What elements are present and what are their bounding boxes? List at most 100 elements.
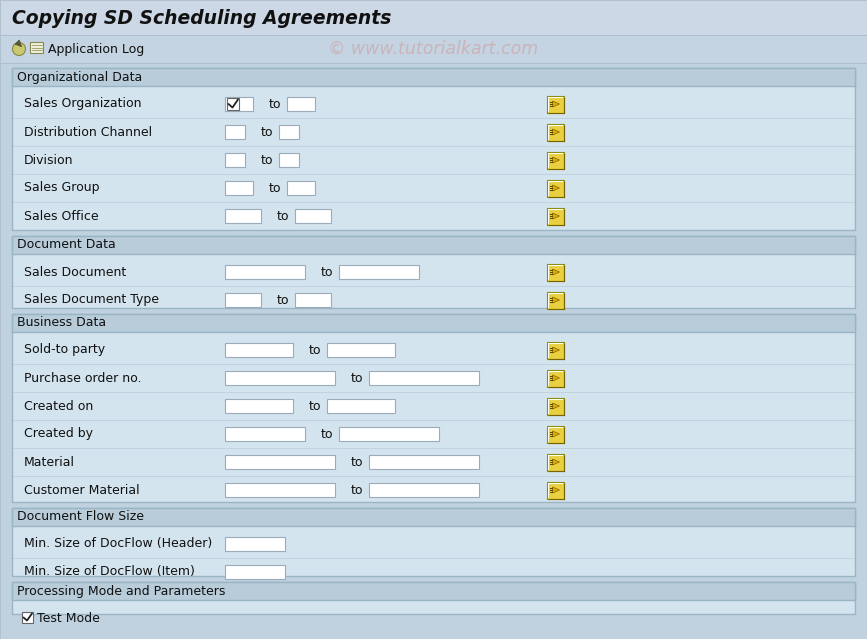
- Text: to: to: [261, 125, 273, 139]
- Text: Created by: Created by: [24, 427, 93, 440]
- Text: Application Log: Application Log: [48, 43, 144, 56]
- Text: Min. Size of DocFlow (Header): Min. Size of DocFlow (Header): [24, 537, 212, 551]
- Text: Material: Material: [24, 456, 75, 468]
- Text: to: to: [269, 98, 282, 111]
- FancyBboxPatch shape: [225, 399, 293, 413]
- Text: Sales Group: Sales Group: [24, 181, 100, 194]
- Text: Created on: Created on: [24, 399, 94, 413]
- Text: to: to: [351, 484, 363, 497]
- Text: Distribution Channel: Distribution Channel: [24, 125, 152, 139]
- FancyBboxPatch shape: [12, 582, 855, 600]
- FancyBboxPatch shape: [546, 454, 564, 470]
- Text: Customer Material: Customer Material: [24, 484, 140, 497]
- FancyBboxPatch shape: [546, 208, 564, 224]
- Text: to: to: [351, 456, 363, 468]
- FancyBboxPatch shape: [225, 483, 335, 497]
- FancyBboxPatch shape: [12, 68, 855, 86]
- Text: to: to: [321, 265, 334, 279]
- Polygon shape: [552, 269, 559, 275]
- FancyBboxPatch shape: [0, 63, 867, 639]
- FancyBboxPatch shape: [546, 426, 564, 442]
- Text: Sold-to party: Sold-to party: [24, 344, 105, 357]
- Polygon shape: [552, 129, 559, 135]
- FancyBboxPatch shape: [279, 125, 299, 139]
- FancyBboxPatch shape: [546, 180, 564, 197]
- Polygon shape: [552, 403, 559, 409]
- Text: to: to: [261, 153, 273, 167]
- FancyBboxPatch shape: [225, 153, 245, 167]
- FancyBboxPatch shape: [227, 98, 239, 110]
- Polygon shape: [552, 101, 559, 107]
- Polygon shape: [552, 185, 559, 191]
- Text: Sales Office: Sales Office: [24, 210, 99, 222]
- FancyBboxPatch shape: [12, 582, 855, 614]
- Text: Organizational Data: Organizational Data: [17, 70, 142, 84]
- Text: to: to: [269, 181, 282, 194]
- FancyBboxPatch shape: [225, 371, 335, 385]
- Text: Document Data: Document Data: [17, 238, 116, 252]
- Text: Document Flow Size: Document Flow Size: [17, 511, 144, 523]
- Text: Purchase order no.: Purchase order no.: [24, 371, 141, 385]
- FancyBboxPatch shape: [225, 125, 245, 139]
- FancyBboxPatch shape: [225, 181, 253, 195]
- FancyBboxPatch shape: [546, 95, 564, 112]
- FancyBboxPatch shape: [369, 455, 479, 469]
- FancyBboxPatch shape: [12, 236, 855, 308]
- Text: to: to: [309, 344, 322, 357]
- FancyBboxPatch shape: [546, 341, 564, 358]
- FancyBboxPatch shape: [369, 483, 479, 497]
- FancyBboxPatch shape: [546, 369, 564, 387]
- FancyBboxPatch shape: [12, 236, 855, 254]
- Text: Sales Document Type: Sales Document Type: [24, 293, 159, 307]
- FancyBboxPatch shape: [225, 343, 293, 357]
- FancyBboxPatch shape: [295, 293, 331, 307]
- Circle shape: [12, 43, 25, 56]
- Text: to: to: [309, 399, 322, 413]
- FancyBboxPatch shape: [225, 293, 261, 307]
- FancyBboxPatch shape: [12, 314, 855, 502]
- Text: Copying SD Scheduling Agreements: Copying SD Scheduling Agreements: [12, 8, 391, 27]
- FancyBboxPatch shape: [546, 482, 564, 498]
- FancyBboxPatch shape: [225, 427, 305, 441]
- Text: Min. Size of DocFlow (Item): Min. Size of DocFlow (Item): [24, 566, 195, 578]
- FancyBboxPatch shape: [546, 397, 564, 415]
- Polygon shape: [552, 347, 559, 353]
- FancyBboxPatch shape: [327, 343, 395, 357]
- Text: to: to: [321, 427, 334, 440]
- Text: to: to: [351, 371, 363, 385]
- Text: Sales Document: Sales Document: [24, 265, 127, 279]
- FancyBboxPatch shape: [12, 508, 855, 576]
- FancyBboxPatch shape: [327, 399, 395, 413]
- FancyBboxPatch shape: [287, 181, 315, 195]
- FancyBboxPatch shape: [546, 123, 564, 141]
- Text: Division: Division: [24, 153, 74, 167]
- Polygon shape: [552, 431, 559, 437]
- FancyBboxPatch shape: [546, 151, 564, 169]
- FancyBboxPatch shape: [22, 612, 33, 623]
- FancyBboxPatch shape: [12, 68, 855, 230]
- FancyBboxPatch shape: [279, 153, 299, 167]
- FancyBboxPatch shape: [30, 42, 43, 53]
- FancyBboxPatch shape: [225, 97, 253, 111]
- FancyBboxPatch shape: [0, 0, 867, 35]
- Polygon shape: [552, 487, 559, 493]
- FancyBboxPatch shape: [369, 371, 479, 385]
- Text: to: to: [277, 210, 290, 222]
- FancyBboxPatch shape: [12, 314, 855, 332]
- FancyBboxPatch shape: [546, 291, 564, 309]
- Text: Business Data: Business Data: [17, 316, 106, 330]
- Polygon shape: [552, 375, 559, 381]
- FancyBboxPatch shape: [225, 537, 285, 551]
- FancyBboxPatch shape: [339, 265, 419, 279]
- FancyBboxPatch shape: [225, 209, 261, 223]
- Text: to: to: [277, 293, 290, 307]
- FancyBboxPatch shape: [225, 565, 285, 579]
- Polygon shape: [552, 157, 559, 163]
- Polygon shape: [552, 459, 559, 465]
- FancyBboxPatch shape: [546, 263, 564, 281]
- Text: © www.tutorialkart.com: © www.tutorialkart.com: [328, 40, 538, 58]
- Polygon shape: [552, 297, 559, 303]
- FancyBboxPatch shape: [225, 265, 305, 279]
- Polygon shape: [552, 213, 559, 219]
- Text: Processing Mode and Parameters: Processing Mode and Parameters: [17, 585, 225, 597]
